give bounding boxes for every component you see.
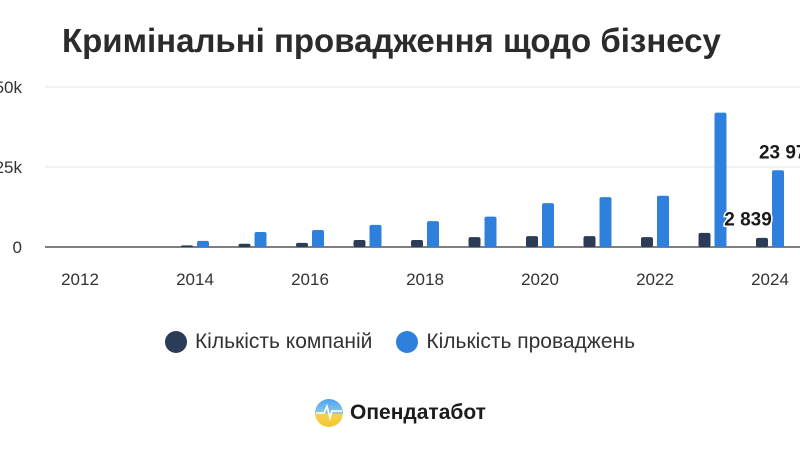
- bar-companies-2020: [526, 236, 538, 247]
- x-tick-label: 2014: [176, 270, 214, 289]
- bar-proceedings-2018: [427, 221, 439, 247]
- x-tick-label: 2012: [61, 270, 99, 289]
- y-tick-label: 0: [13, 238, 22, 257]
- bar-proceedings-2019: [484, 216, 497, 247]
- opendatabot-logo-icon: [315, 399, 344, 427]
- bar-proceedings-2020: [542, 203, 554, 247]
- y-tick-label: 25k: [0, 158, 22, 177]
- chart-title: Кримінальні провадження щодо бізнесу: [62, 22, 721, 59]
- legend-label: Кількість компаній: [194, 330, 373, 353]
- x-tick-label: 2022: [636, 270, 674, 289]
- bar-companies-2023: [698, 232, 711, 247]
- bar-proceedings-2017: [369, 224, 382, 247]
- bar-proceedings-2014: [197, 240, 209, 247]
- bar-companies-2021: [583, 236, 596, 247]
- bar-proceedings-2023: [714, 112, 727, 247]
- bar-proceedings-2024: [772, 170, 784, 247]
- y-tick-label: 50k: [0, 78, 22, 97]
- x-tick-label: 2016: [291, 270, 329, 289]
- legend-swatch-proceedings: [396, 331, 419, 353]
- brand-logo: Опендатабот: [0, 398, 800, 428]
- bar-chart: 0 25k 50k 2012 2014 2016 2018 2020 2022 2024 2 839…: [0, 78, 800, 289]
- legend: Кількість компаній Кількість проваджень: [0, 330, 800, 354]
- legend-item-companies[interactable]: Кількість компаній: [164, 330, 373, 354]
- bar-companies-2014: [181, 245, 193, 247]
- legend-label: Кількість проваджень: [426, 330, 636, 353]
- legend-item-proceedings[interactable]: Кількість проваджень: [396, 330, 635, 354]
- bar-companies-2019: [468, 237, 481, 247]
- bar-companies-2015: [238, 243, 251, 247]
- bar-companies-2018: [411, 239, 423, 247]
- x-tick-label: 2018: [406, 270, 444, 289]
- x-tick-label: 2024: [751, 270, 789, 289]
- data-label: 2 839: [724, 209, 772, 230]
- bar-companies-2016: [296, 242, 308, 247]
- bar-proceedings-2021: [599, 197, 612, 247]
- bar-proceedings-2016: [312, 230, 324, 247]
- bar-companies-2022: [641, 237, 653, 247]
- bar-companies-2024: [756, 237, 768, 247]
- bar-companies-2017: [353, 239, 366, 247]
- brand-name: Опендатабот: [350, 401, 486, 424]
- x-tick-label: 2020: [521, 270, 559, 289]
- bar-proceedings-2015: [254, 231, 267, 247]
- data-label: 23 971: [759, 142, 800, 163]
- legend-swatch-companies: [164, 331, 187, 353]
- bar-proceedings-2022: [657, 195, 669, 247]
